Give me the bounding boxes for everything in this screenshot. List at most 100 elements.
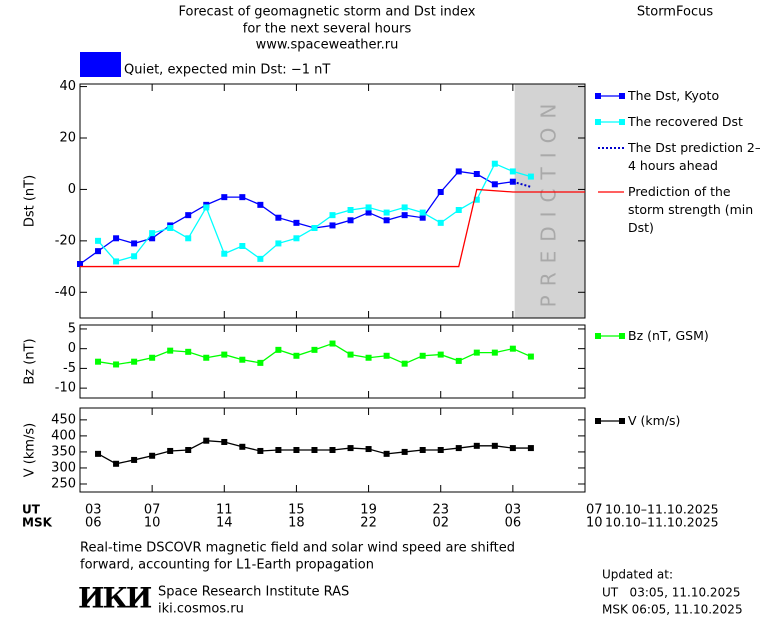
point	[347, 217, 354, 224]
point	[275, 240, 282, 247]
point	[167, 447, 174, 454]
title-line: www.spaceweather.ru	[256, 38, 399, 53]
x-tick-label: 03	[85, 503, 102, 518]
panel-frame	[79, 407, 586, 493]
x-tick-label-msk: 06	[505, 516, 522, 531]
status-swatch	[80, 52, 121, 77]
legend-label: The Dst prediction 2–4 hours ahead	[628, 140, 760, 173]
footer-note: forward, accounting for L1-Earth propaga…	[80, 558, 374, 573]
legend-label: Bz (nT, GSM)	[628, 328, 709, 343]
y-tick-label: 40	[59, 79, 76, 94]
y-tick-label: 20	[59, 131, 76, 146]
legend-marker	[595, 333, 601, 339]
point	[419, 352, 426, 359]
point	[257, 447, 264, 454]
legend-marker	[619, 119, 625, 125]
point	[149, 354, 156, 361]
point	[473, 442, 480, 449]
brand: StormFocus	[637, 5, 713, 20]
legend-label: V (km/s)	[628, 413, 681, 428]
point	[383, 352, 390, 359]
series-line	[97, 342, 532, 366]
point	[311, 225, 318, 231]
point	[311, 346, 318, 353]
point	[347, 351, 354, 358]
point	[293, 219, 300, 226]
point	[293, 447, 300, 453]
point	[491, 349, 498, 356]
y-tick-label: 0	[68, 341, 76, 356]
status-label: Quiet, expected min Dst: −1 nT	[124, 63, 330, 78]
point	[329, 447, 336, 453]
point	[473, 349, 480, 356]
legend-marker	[595, 119, 601, 125]
point	[275, 447, 282, 453]
title-line: for the next several hours	[243, 22, 412, 37]
point	[437, 189, 444, 195]
point	[419, 214, 426, 221]
updated: Updated at:	[602, 568, 673, 582]
series-line	[512, 180, 532, 188]
point	[329, 340, 336, 347]
point	[275, 214, 282, 221]
point	[383, 209, 390, 216]
series-line	[97, 162, 532, 263]
point	[455, 168, 462, 175]
point	[329, 222, 336, 229]
point	[113, 258, 120, 265]
point	[401, 360, 408, 367]
point	[239, 443, 246, 450]
point	[149, 230, 156, 237]
x-row-label: UT	[22, 503, 41, 517]
x-tick-label: 15	[288, 503, 305, 518]
point	[131, 253, 138, 260]
point	[293, 352, 300, 359]
point	[437, 219, 444, 226]
y-tick-label: 250	[51, 476, 76, 491]
point	[221, 438, 228, 445]
point	[203, 437, 210, 444]
legend-marker	[619, 93, 625, 99]
point	[347, 207, 354, 213]
point	[509, 445, 516, 452]
point	[257, 201, 264, 208]
y-axis-label: V (km/s)	[23, 423, 38, 478]
y-axis-label: Bz (nT)	[23, 338, 38, 384]
point	[509, 345, 516, 352]
y-axis-label: Dst (nT)	[23, 175, 38, 227]
legend-label: Prediction of the storm strength (min Ds…	[628, 184, 754, 235]
y-tick-label: 400	[51, 428, 76, 443]
point	[509, 168, 516, 175]
point	[437, 447, 444, 453]
x-tick-label: 19	[360, 503, 377, 518]
point	[275, 346, 282, 353]
legend-label: The Dst, Kyoto	[628, 88, 720, 103]
point	[185, 235, 192, 242]
series-line	[80, 188, 585, 268]
point	[239, 356, 246, 363]
point	[131, 358, 138, 365]
point	[455, 445, 462, 452]
point	[77, 261, 83, 267]
legend-label: The recovered Dst	[628, 114, 743, 129]
legend-marker	[619, 333, 625, 339]
footer-note: Real-time DSCOVR magnetic field and sola…	[80, 541, 515, 556]
point	[473, 171, 480, 177]
x-row-label: MSK	[22, 516, 53, 530]
y-tick-label: -10	[55, 381, 76, 396]
x-tick-label-msk: 14	[216, 516, 233, 531]
legend-marker	[595, 418, 601, 424]
x-tick-label: 03	[505, 503, 522, 518]
point	[365, 354, 372, 361]
y-tick-label: 0	[68, 182, 76, 197]
logo: ИКИ	[78, 582, 152, 615]
updated: UT 03:05, 11.10.2025	[602, 586, 740, 600]
point	[113, 361, 120, 368]
y-tick-label: -40	[55, 285, 76, 300]
point	[365, 209, 372, 216]
x-tick-label-msk: 06	[85, 516, 102, 531]
x-tick-label-msk: 10	[586, 516, 603, 531]
point	[95, 248, 102, 255]
